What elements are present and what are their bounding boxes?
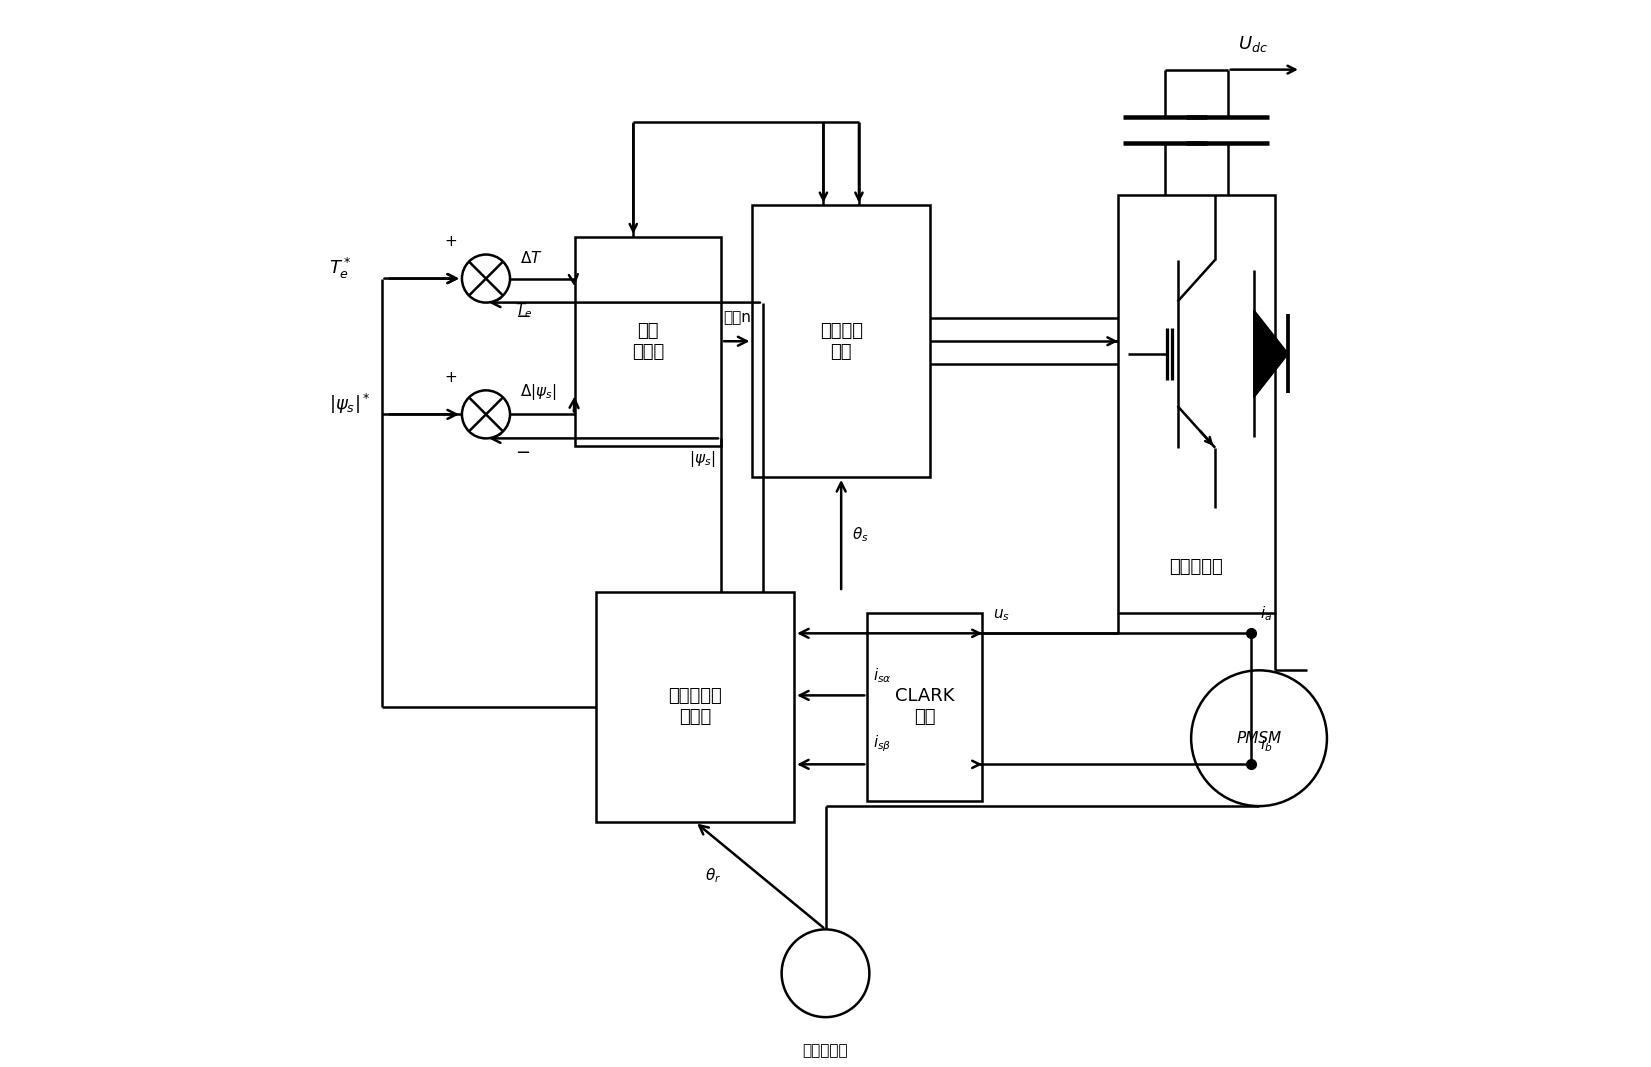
Bar [867,612,982,801]
Text: $U_{dc}$: $U_{dc}$ [1238,34,1268,54]
Text: −: − [515,307,530,325]
Text: $i_a$: $i_a$ [1260,604,1271,623]
Circle shape [462,255,510,303]
Text: $\theta_r$: $\theta_r$ [705,866,721,885]
Text: $i_{s\alpha}$: $i_{s\alpha}$ [872,666,892,685]
Text: 位置传感器: 位置传感器 [802,1044,849,1058]
Text: 区域
控制表: 区域 控制表 [632,322,664,361]
Text: 磁链与转矩
估算器: 磁链与转矩 估算器 [669,687,721,727]
Text: $|\psi_s|^*$: $|\psi_s|^*$ [329,392,371,416]
Polygon shape [1253,309,1288,398]
Text: $u_s$: $u_s$ [992,607,1010,623]
Text: $i_b$: $i_b$ [1260,735,1271,754]
Text: CLARK
变换: CLARK 变换 [895,687,954,727]
Text: $\Delta T$: $\Delta T$ [520,250,543,266]
Bar [753,206,930,477]
Text: $|\psi_s|$: $|\psi_s|$ [690,449,717,468]
Bar [575,237,721,446]
Text: $T_e^*$: $T_e^*$ [329,256,352,281]
Text: 区域n: 区域n [723,310,751,325]
Text: −: − [515,444,530,462]
Text: +: + [444,370,457,385]
Text: PMSM: PMSM [1237,731,1281,746]
Text: $i_{s\beta}$: $i_{s\beta}$ [872,733,892,754]
Text: +: + [444,235,457,250]
Text: $T_e$: $T_e$ [515,302,533,320]
Text: 三相逆变桥: 三相逆变桥 [1169,558,1223,576]
Text: $\theta_s$: $\theta_s$ [852,525,868,544]
Text: 预测控制
算法: 预测控制 算法 [819,322,863,361]
Circle shape [462,391,510,439]
Bar [1118,195,1275,612]
Text: $\Delta|\psi_s|$: $\Delta|\psi_s|$ [520,382,558,402]
Bar [596,592,794,822]
